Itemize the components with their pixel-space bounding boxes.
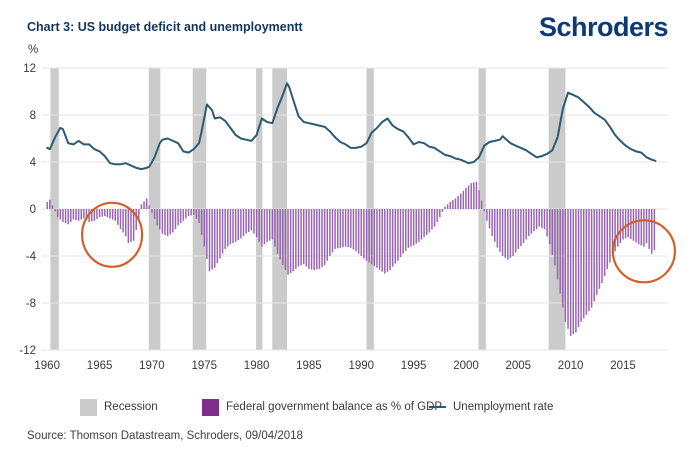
legend-label-unemployment: Unemployment rate <box>453 401 554 413</box>
svg-text:1980: 1980 <box>244 360 270 372</box>
svg-text:2000: 2000 <box>453 360 479 372</box>
svg-text:0: 0 <box>30 204 36 216</box>
recession-swatch <box>80 398 97 416</box>
svg-text:1990: 1990 <box>349 360 375 372</box>
legend-item-recession: Recession <box>80 398 158 416</box>
legend: Recession Federal government balance as … <box>0 398 696 416</box>
svg-text:2015: 2015 <box>610 360 636 372</box>
legend-item-unemployment: Unemployment rate <box>429 398 553 416</box>
source-line: Source: Thomson Datastream, Schroders, 0… <box>27 430 303 442</box>
legend-item-federal-balance: Federal government balance as % of GDP <box>202 398 442 416</box>
svg-text:12: 12 <box>23 63 36 75</box>
legend-label-federal-balance: Federal government balance as % of GDP <box>226 401 443 413</box>
federal-balance-swatch <box>202 398 219 416</box>
chart-title: Chart 3: US budget deficit and unemploym… <box>27 20 303 34</box>
svg-text:1965: 1965 <box>87 360 113 372</box>
svg-text:1970: 1970 <box>139 360 165 372</box>
schroders-logo: Schroders <box>538 12 669 42</box>
svg-text:1975: 1975 <box>192 360 218 372</box>
svg-text:2010: 2010 <box>558 360 584 372</box>
svg-text:-12: -12 <box>19 345 36 357</box>
unemployment-line-swatch <box>429 405 446 409</box>
svg-text:8: 8 <box>30 110 36 122</box>
svg-text:1985: 1985 <box>296 360 322 372</box>
svg-text:2005: 2005 <box>506 360 532 372</box>
y-axis-unit-label: % <box>28 44 39 56</box>
svg-text:-8: -8 <box>26 298 36 310</box>
svg-text:1960: 1960 <box>34 360 60 372</box>
legend-label-recession: Recession <box>104 401 158 413</box>
svg-text:1995: 1995 <box>401 360 427 372</box>
chart-canvas: 12 8 4 0 -4 -8 -12 1960 1965 1970 1975 1980 1985 1990… <box>19 63 677 372</box>
svg-text:-4: -4 <box>26 251 37 263</box>
svg-text:4: 4 <box>30 157 37 169</box>
